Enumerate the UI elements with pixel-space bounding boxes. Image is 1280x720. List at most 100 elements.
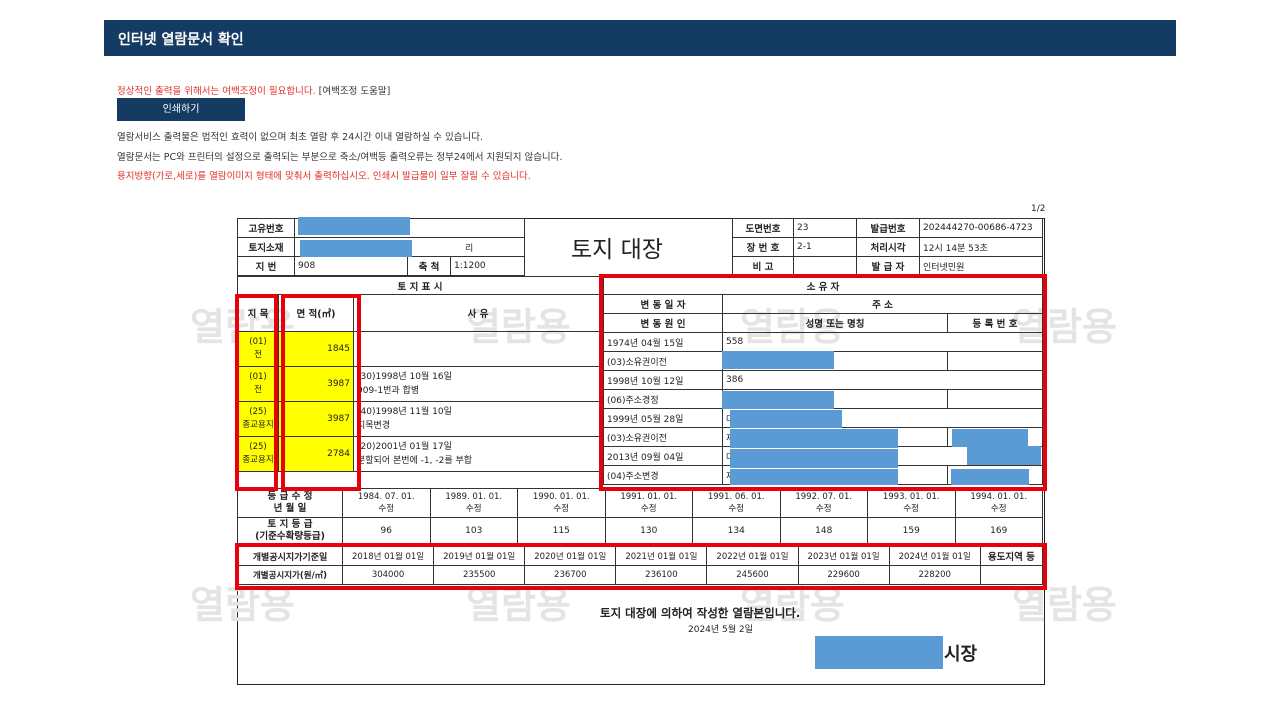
grade-date: 1984. 07. 01. [357,492,415,502]
land-area: 1845 [278,331,354,367]
land-row: (01) 전 3987 (30)1998년 10월 16일 909-1번과 합병 [237,366,603,402]
land-section-title: 토 지 표 시 [237,276,603,295]
redaction-mask [300,240,412,257]
land-code: (25) [249,442,267,452]
land-reason-detail: 909-1번과 합병 [357,386,420,396]
land-name: 전 [254,385,262,395]
zone-value [979,565,1044,585]
highlight-box-category [235,294,278,491]
footer-statement: 토지 대장에 의하여 작성한 열람본입니다. [600,606,801,620]
grade-value: 96 [342,517,431,545]
redaction-mask [967,446,1041,465]
land-name: 전 [254,350,262,360]
grade-date-note: 수정 [728,504,745,514]
margin-help-link[interactable]: [여백조정 도움말] [318,86,391,97]
grade-date-label-sub: 년 월 일 [273,503,307,514]
watermark: 열람용 [466,583,571,627]
grade-date: 1992. 07. 01. [795,492,853,502]
redaction-mask [815,636,943,669]
land-reason: (20)2001년 01월 17일 [357,442,452,452]
highlight-box-owner [599,274,1047,491]
grade-date: 1994. 01. 01. [970,492,1028,502]
grade-label-sub: (기준수확량등급) [255,531,325,542]
land-reason-detail: 지목변경 [357,421,391,431]
land-reason-detail: 분할되어 본번에 -1, -2를 부합 [357,456,473,466]
redaction-mask [952,429,1028,447]
page-number: 1/2 [1031,204,1046,214]
grade-date-note: 수정 [465,504,482,514]
land-table: 토 지 표 시 지 목 면 적(㎡) 사 유 (01) 전 1845 (01) 전 … [237,276,603,472]
land-name: 종교용지 [242,420,274,430]
owner-change-reason: (04)주소변경 [603,465,723,485]
location-label: 토지소재 [237,237,295,257]
land-name: 종교용지 [242,455,274,465]
redaction-mask [730,449,898,468]
issue-no-value: 202444270-00686-4723 [919,218,1043,238]
grade-date-note: 수정 [903,504,920,514]
watermark: 열람용 [740,583,845,627]
grade-label: 토 지 등 급 [267,519,313,530]
id-label: 고유번호 [237,218,295,238]
redaction-mask [951,469,1029,485]
land-area: 2784 [278,436,354,472]
scale-value: 1:1200 [450,256,525,276]
land-code: (25) [249,407,267,417]
col-reason: 사 유 [353,294,603,332]
price-value: 236100 [615,565,708,585]
grade-date-label: 등 급 수 정 [267,491,313,502]
scale-label: 축 척 [407,256,451,276]
grade-date: 1991. 06. 01. [707,492,765,502]
print-button[interactable]: 인쇄하기 [117,98,245,121]
sheet-value: 2-1 [793,237,857,257]
issuer-value: 인터넷민원 [919,256,1043,276]
page-title: 인터넷 열람문서 확인 [118,32,244,48]
map-no-label: 도면번호 [732,218,794,238]
grade-value: 134 [692,517,781,545]
redaction-mask [722,391,834,409]
grade-date-note: 수정 [553,504,570,514]
highlight-box-area [281,294,361,491]
time-label: 처리시각 [856,237,920,257]
notice-line-1: 열람서비스 출력물은 법적인 효력이 없으며 최초 열람 후 24시간 이내 열… [117,132,483,143]
price-value: 229600 [797,565,890,585]
redaction-mask [730,410,842,428]
grade-value: 148 [779,517,868,545]
price-value: 228200 [888,565,981,585]
watermark: 열람용 [190,583,295,627]
margin-notice: 정상적인 출력을 위해서는 여백조정이 필요합니다. [여백조정 도움말] [117,83,390,97]
grade-date: 1991. 01. 01. [620,492,678,502]
margin-notice-text: 정상적인 출력을 위해서는 여백조정이 필요합니다. [117,86,316,97]
grade-value: 115 [517,517,606,545]
land-code: (01) [249,372,267,382]
notice-line-3: 용지방향(가로,세로)를 열람이미지 형태에 맞춰서 출력하십시오. 인쇄시 발… [117,171,531,182]
document-title: 토지 대장 [571,237,663,263]
map-no-value: 23 [793,218,857,238]
notice-line-2: 열람문서는 PC와 프린터의 설정으로 출력되는 부분으로 축소/여백등 출력오… [117,152,563,163]
land-row: (01) 전 1845 [237,331,603,367]
redaction-mask [730,469,898,485]
lot-label: 지 번 [237,256,295,276]
grade-date: 1993. 01. 01. [882,492,940,502]
redaction-mask [298,217,410,235]
info-right-table: 도면번호 23 발급번호 202444270-00686-4723 장 번 호 … [732,218,1043,276]
grade-value: 130 [604,517,693,545]
land-area: 3987 [278,401,354,437]
land-area: 3987 [278,366,354,402]
land-code: (01) [249,337,267,347]
grade-date: 1989. 01. 01. [445,492,503,502]
price-table: 개별공시지가기준일 2018년 01월 01일 2019년 01월 01일 20… [237,546,1044,585]
grade-date-note: 수정 [990,504,1007,514]
sheet-label: 장 번 호 [732,237,794,257]
redaction-mask [730,429,898,448]
redaction-mask [722,351,834,369]
land-reason: (40)1998년 11월 10일 [357,407,452,417]
issuer-label: 발 급 자 [856,256,920,276]
mayor-title: 시장 [944,644,978,665]
time-value: 12시 14분 53초 [919,237,1043,257]
note-value [793,256,857,276]
lot-value: 908 [294,256,408,276]
land-reason: (30)1998년 10월 16일 [357,372,452,382]
